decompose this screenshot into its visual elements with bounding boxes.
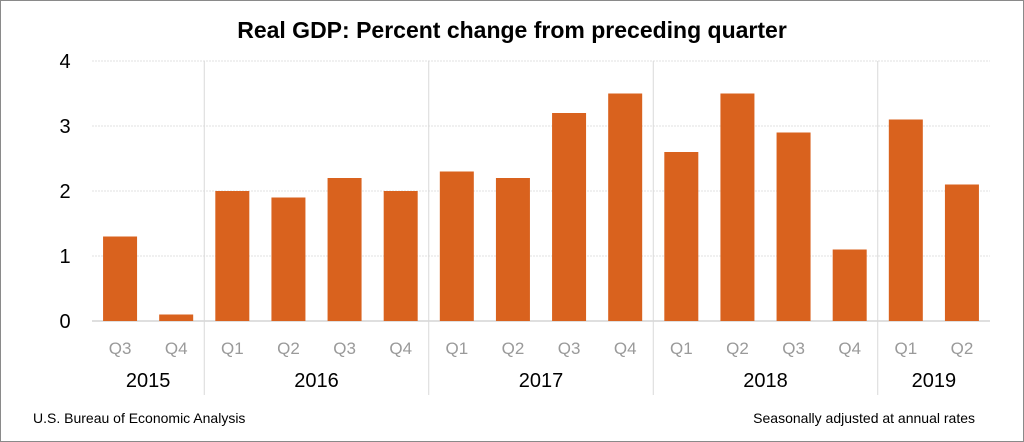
- x-tick-label: Q4: [614, 339, 637, 358]
- bar: [495, 178, 530, 321]
- y-tick-label: 4: [59, 51, 70, 73]
- x-tick-label: Q1: [894, 339, 917, 358]
- x-tick-label: Q3: [109, 339, 132, 358]
- seasonal-note: Seasonally adjusted at annual rates: [753, 410, 975, 426]
- year-label: 2019: [912, 370, 957, 392]
- x-tick-label: Q2: [277, 339, 300, 358]
- bar: [159, 314, 194, 321]
- x-tick-label: Q4: [838, 339, 861, 358]
- chart-title: Real GDP: Percent change from preceding …: [237, 17, 787, 43]
- year-label: 2015: [126, 370, 171, 392]
- x-tick-label: Q2: [726, 339, 749, 358]
- y-tick-label: 1: [59, 246, 70, 268]
- bar: [439, 171, 474, 321]
- x-tick-label: Q1: [670, 339, 693, 358]
- bar: [720, 93, 755, 321]
- bar: [664, 152, 699, 321]
- bar: [215, 191, 250, 321]
- bar: [327, 178, 362, 321]
- y-tick-label: 2: [59, 181, 70, 203]
- y-tick-label: 3: [59, 116, 70, 138]
- year-label: 2016: [294, 370, 339, 392]
- source-note: U.S. Bureau of Economic Analysis: [33, 410, 245, 426]
- x-tick-label: Q4: [165, 339, 188, 358]
- bar: [552, 113, 587, 321]
- x-tick-label: Q3: [333, 339, 356, 358]
- bar: [383, 191, 418, 321]
- bar: [944, 184, 979, 321]
- year-label: 2017: [519, 370, 564, 392]
- x-tick-label: Q3: [782, 339, 805, 358]
- x-tick-label: Q1: [445, 339, 468, 358]
- x-tick-label: Q3: [558, 339, 581, 358]
- x-tick-label: Q1: [221, 339, 244, 358]
- bar: [608, 93, 643, 321]
- x-tick-label: Q4: [389, 339, 412, 358]
- bar: [888, 119, 923, 321]
- year-label: 2018: [743, 370, 788, 392]
- bar: [832, 249, 867, 321]
- y-tick-label: 0: [59, 311, 70, 333]
- bar: [103, 236, 138, 321]
- bar: [271, 197, 306, 321]
- x-tick-label: Q2: [502, 339, 525, 358]
- x-tick-label: Q2: [951, 339, 974, 358]
- bar: [776, 132, 811, 321]
